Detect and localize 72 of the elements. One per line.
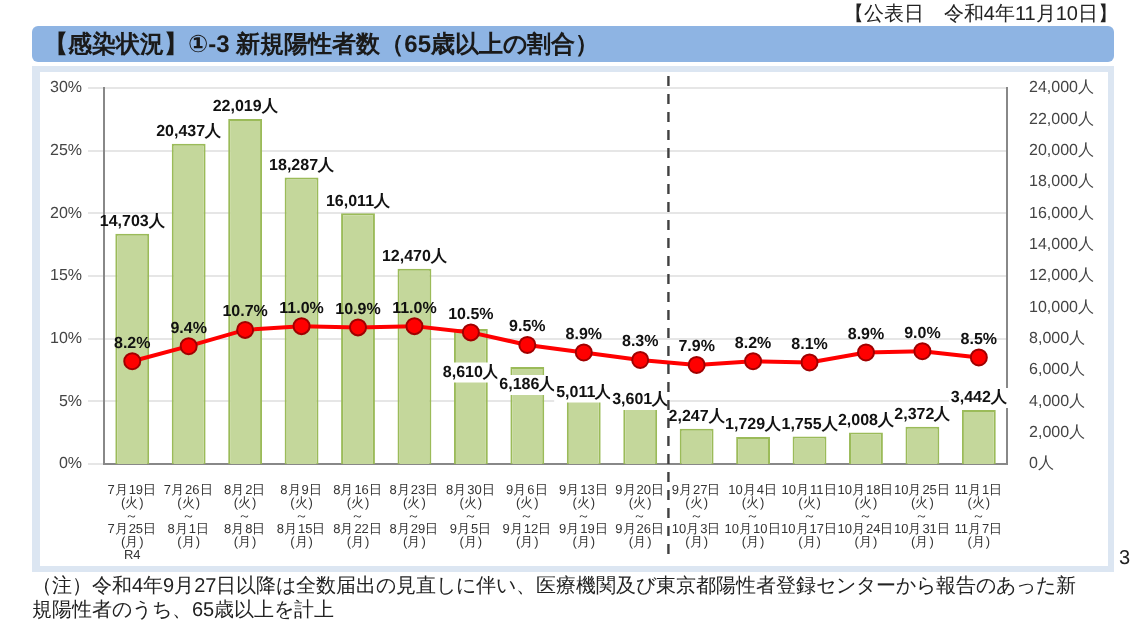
data-label: 9.0% (904, 323, 941, 342)
text: 3 (1118, 548, 1130, 570)
y2-tick-label: 14,000人 (1029, 235, 1094, 254)
y2-tick-label: 22,000人 (1029, 109, 1094, 128)
y2-tick-label: 8,000人 (1029, 329, 1086, 348)
data-label: 11.0% (279, 298, 324, 317)
point (687, 355, 706, 374)
y-tick-label: 15% (49, 266, 83, 285)
point (744, 352, 763, 371)
point (969, 348, 988, 367)
data-label: 18,287人 (269, 155, 337, 174)
data-label: 20,437人 (156, 122, 224, 141)
text: （注）令和4年9月27日以降は全数届出の見直しに伴い、医療機関及び東京都陽性者登録センターから報告のあった新規陽性者のうち、65歳以上を計上 (32, 576, 1079, 624)
chart-title: 【感染状況】①-3 新規陽性者数（65歳以上の割合） (32, 26, 1114, 62)
data-label: 10.7% (222, 302, 268, 321)
data-label: 11.0% (392, 298, 437, 317)
point (292, 317, 311, 336)
data-label: 14,703人 (99, 212, 167, 231)
data-label: 10.9% (335, 299, 381, 318)
data-label: 9.4% (170, 318, 207, 337)
y2-tick-label: 16,000人 (1029, 203, 1094, 222)
data-label: 7.9% (678, 337, 715, 356)
point (800, 353, 819, 372)
data-label: 10.5% (448, 304, 494, 323)
y-tick-label: 5% (58, 391, 83, 410)
data-label: 3,601人 (612, 390, 671, 409)
point (518, 335, 537, 354)
y2-tick-label: 20,000人 (1029, 141, 1094, 160)
point (913, 342, 932, 361)
point (856, 343, 875, 362)
y2-tick-label: 10,000人 (1029, 297, 1094, 316)
y-tick-label: 30% (49, 78, 83, 97)
data-label: 8.2% (734, 333, 772, 352)
data-label: 8.1% (791, 334, 828, 353)
data-label: 8.5% (960, 329, 998, 348)
data-label: 9.5% (509, 317, 546, 336)
y-tick-label: 25% (49, 141, 83, 160)
point (123, 352, 142, 371)
y2-tick-label: 2,000人 (1029, 423, 1086, 442)
y2-tick-label: 6,000人 (1029, 360, 1086, 379)
data-label: 8.9% (847, 324, 885, 343)
y-tick-label: 0% (58, 454, 83, 473)
point (236, 320, 255, 339)
point (631, 350, 650, 369)
text: 【公表日 令和4年11月10日】 (843, 1, 1118, 28)
data-label: 12,470人 (381, 247, 449, 266)
data-label: 2,247人 (668, 407, 727, 426)
data-label: 2,008人 (837, 410, 896, 429)
y2-tick-label: 18,000人 (1029, 172, 1094, 191)
data-label: 8.3% (621, 332, 659, 351)
y2-tick-label: 24,000人 (1029, 78, 1094, 97)
data-label: 1,755人 (781, 414, 840, 433)
y2-tick-label: 4,000人 (1029, 391, 1086, 410)
y2-tick-label: 12,000人 (1029, 266, 1094, 285)
point (179, 337, 198, 356)
data-label: 8.2% (114, 333, 151, 352)
data-label: 3,442人 (950, 388, 1009, 407)
point (574, 343, 593, 362)
y2-tick-label: 0人 (1029, 454, 1054, 473)
data-label: 2,372人 (894, 405, 953, 424)
point (405, 317, 424, 336)
data-label: 8,610人 (442, 362, 501, 381)
point (461, 323, 480, 342)
data-label: 6,186人 (499, 375, 558, 394)
data-label: 5,011人 (556, 382, 614, 401)
data-label: 22,019人 (212, 97, 280, 116)
data-label: 8.9% (565, 324, 602, 343)
y-tick-label: 10% (49, 329, 83, 348)
data-label: 1,729人 (725, 415, 784, 434)
y-tick-label: 20% (49, 203, 83, 222)
point (349, 318, 367, 337)
data-label: 16,011人 (325, 191, 393, 210)
